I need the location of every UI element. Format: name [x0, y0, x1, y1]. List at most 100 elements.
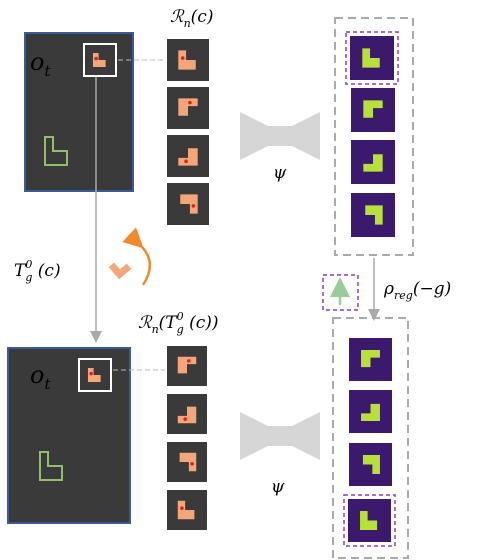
- feature-map: [351, 193, 395, 237]
- l-shape: [177, 500, 195, 520]
- rotated-crop: [165, 440, 209, 484]
- label-part: g: [177, 323, 184, 336]
- goal-shape: [44, 136, 68, 166]
- rotated-crop: [165, 37, 211, 83]
- rotated-crop: [165, 133, 211, 179]
- label-part: (−g): [413, 279, 451, 299]
- dot: [180, 56, 185, 60]
- dot: [89, 371, 93, 376]
- rotated-crop: [165, 344, 209, 388]
- feature-map: [349, 390, 392, 433]
- shape: [363, 100, 383, 118]
- label-part: reg: [394, 289, 413, 302]
- tile-bg: [165, 440, 209, 484]
- feature-map: [349, 443, 392, 486]
- label-part: T: [14, 261, 27, 281]
- dot: [94, 56, 98, 61]
- shape: [87, 367, 101, 383]
- label-part: n: [152, 323, 159, 336]
- goal-shape: [39, 451, 63, 481]
- l-shape: [179, 452, 197, 472]
- shape: [177, 356, 197, 374]
- rotation-set-label: ℛn(c): [170, 7, 213, 30]
- l-shape: [363, 100, 383, 118]
- shape: [177, 500, 195, 520]
- label-part: t: [44, 62, 51, 80]
- l-shape: [362, 455, 380, 474]
- label-part: ρ: [383, 279, 394, 299]
- label-part: 0: [25, 258, 32, 271]
- shape: [360, 511, 378, 530]
- shape: [180, 194, 198, 214]
- label-part: ℛ: [138, 313, 153, 333]
- highlight: [343, 494, 396, 547]
- label-part: (c): [32, 261, 60, 281]
- rotation-arrow: [122, 227, 151, 286]
- l-shape: [87, 367, 101, 383]
- rotated-crop: [83, 43, 117, 77]
- dot: [180, 506, 184, 510]
- l-shape: [360, 511, 378, 530]
- rotated-crop: [165, 85, 211, 131]
- shape: [179, 452, 197, 472]
- l-shape: [178, 148, 198, 166]
- shape: [361, 403, 380, 421]
- l-shape: [362, 48, 380, 68]
- observation-label: ot: [30, 361, 51, 393]
- label-part: (c): [191, 7, 214, 27]
- feature-map: [351, 88, 395, 132]
- rotated-shape: [108, 262, 132, 280]
- shape: [177, 406, 197, 424]
- encoder-label: ψ: [273, 163, 287, 183]
- label-part: o: [30, 48, 44, 76]
- l-shape: [177, 406, 197, 424]
- tile-bg: [78, 358, 112, 392]
- rotated-crop: [165, 392, 209, 436]
- encoder: [240, 112, 320, 160]
- shape: [361, 350, 380, 368]
- shape: [92, 52, 106, 68]
- label-part: t: [44, 375, 51, 393]
- dot: [183, 417, 187, 421]
- shape: [363, 154, 383, 172]
- l-shape: [365, 205, 383, 225]
- feature-map: [351, 140, 395, 184]
- encoder-label: ψ: [271, 477, 285, 497]
- shift-box: [322, 274, 359, 311]
- shape: [178, 148, 198, 166]
- l-shape: [361, 350, 380, 368]
- feature-box: [332, 317, 409, 559]
- l-shape: [180, 194, 198, 214]
- label-part: g: [25, 271, 32, 284]
- dot: [190, 462, 194, 466]
- shape: [178, 98, 198, 116]
- shape: [178, 50, 196, 70]
- feature-map: [348, 499, 391, 542]
- label-part: n: [184, 17, 191, 30]
- rho-label: ρreg(−g): [383, 279, 451, 302]
- label-part: 0: [177, 310, 184, 323]
- encoder: [240, 412, 320, 460]
- rotation-set-label: ℛn(T0 g (c)): [138, 310, 219, 336]
- l-shape: [177, 356, 197, 374]
- highlight: [345, 31, 399, 85]
- transform-label: T0 g (c): [14, 258, 61, 284]
- rotated-crop: [78, 358, 112, 392]
- dot: [191, 204, 196, 208]
- dot: [184, 159, 188, 164]
- shape: [362, 455, 380, 474]
- tile-bg: [83, 43, 117, 77]
- l-shape: [361, 403, 380, 421]
- l-shape: [363, 154, 383, 172]
- l-shape: [178, 50, 196, 70]
- l-shape: [92, 52, 106, 68]
- label-part: ℛ: [170, 7, 185, 27]
- dot: [187, 359, 191, 363]
- observation-label: ot: [30, 48, 51, 80]
- shape: [362, 48, 380, 68]
- label-part: o: [30, 361, 44, 389]
- feature-map: [350, 36, 394, 80]
- label-part: (T: [159, 313, 179, 333]
- l-shape: [178, 98, 198, 116]
